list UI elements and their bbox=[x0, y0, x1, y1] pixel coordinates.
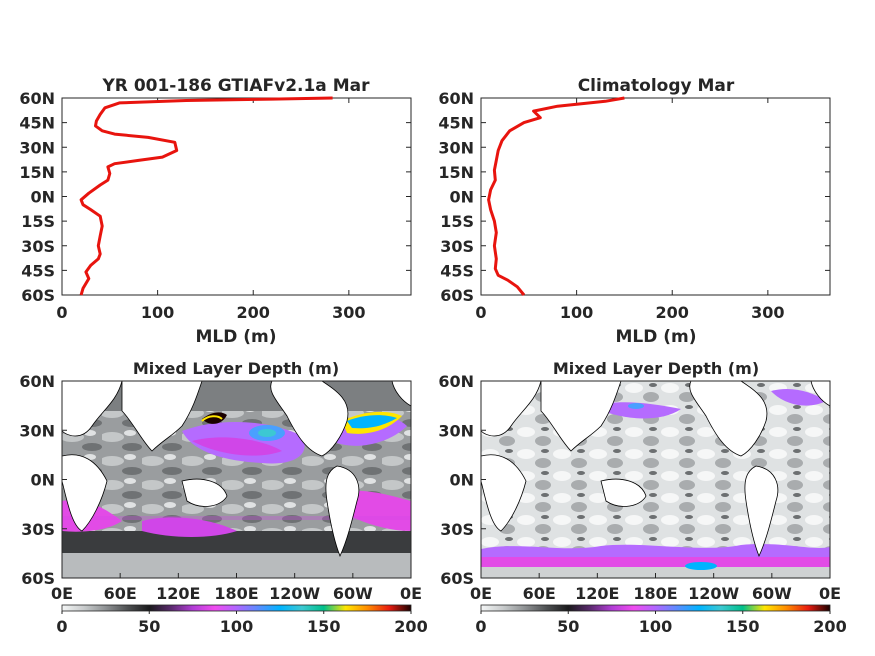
panel4-ytick-label: 30N bbox=[438, 421, 474, 440]
panel4-colorbar-label: 200 bbox=[813, 617, 846, 636]
panel2-ytick-label: 15N bbox=[438, 163, 474, 182]
panel3-xtick-label: 0E bbox=[51, 584, 73, 603]
panel2-x-ticks: 0 100 200 300 bbox=[475, 98, 785, 322]
panel4-xtick-label: 120W bbox=[688, 584, 739, 603]
panel1-title: YR 001-186 GTIAFv2.1a Mar bbox=[102, 76, 371, 96]
panel3-ytick-label: 30S bbox=[21, 520, 55, 539]
panel1-ytick-label: 0N bbox=[30, 188, 55, 207]
panel1-xtick-label: 0 bbox=[56, 303, 67, 322]
panel3-xtick-label: 0E bbox=[400, 584, 422, 603]
panel1-plot-area bbox=[61, 97, 412, 296]
panel1-mld-line bbox=[79, 96, 333, 296]
panel3-xtick-label: 120W bbox=[269, 584, 320, 603]
panel2-plot-area bbox=[480, 97, 831, 296]
panel1-xtick-label: 300 bbox=[332, 303, 365, 322]
panel3-ytick-label: 0N bbox=[30, 471, 55, 490]
panel3-colorbar-label: 50 bbox=[138, 617, 160, 636]
panel2-xlabel: MLD (m) bbox=[615, 327, 696, 347]
panel2-ytick-label: 15S bbox=[440, 212, 474, 231]
panel1-ytick-label: 60S bbox=[21, 286, 55, 305]
panel4-xtick-label: 60W bbox=[752, 584, 792, 603]
panel3-xtick-label: 60W bbox=[333, 584, 373, 603]
panel4-xtick-label: 60E bbox=[523, 584, 556, 603]
panel2-xtick-label: 100 bbox=[560, 303, 593, 322]
panel4-y-ticks: 60N 30N 0N 30S 60S bbox=[438, 372, 486, 588]
panel2-ytick-label: 60S bbox=[440, 286, 474, 305]
panel3-title: Mixed Layer Depth (m) bbox=[133, 359, 339, 378]
panel-model-map: Mixed Layer Depth (m) bbox=[19, 359, 427, 636]
panel3-colorbar-label: 100 bbox=[220, 617, 253, 636]
panel-climatology-profile: Climatology Mar 60N45N30N15N0N15S30S45S6… bbox=[438, 76, 831, 347]
panel4-x-ticks: 0E 60E 120E 180E 120W 60W 0E bbox=[470, 573, 841, 603]
panel4-xtick-label: 0E bbox=[819, 584, 841, 603]
panel3-xtick-label: 180E bbox=[214, 584, 258, 603]
panel2-xtick-label: 0 bbox=[475, 303, 486, 322]
panel4-xtick-label: 180E bbox=[633, 584, 677, 603]
panel1-y-ticks: 60N 45N 30N 15N 0N 15S 30S 45S 60S bbox=[19, 89, 411, 305]
panel4-ytick-label: 0N bbox=[449, 471, 474, 490]
panel3-map-field bbox=[62, 381, 411, 578]
panel3-x-ticks: 0E 60E 120E 180E 120W 60W 0E bbox=[51, 573, 422, 603]
panel1-x-ticks: 0 100 200 300 bbox=[56, 98, 366, 322]
panel4-colorbar: 0 50 100 150 200 bbox=[475, 604, 847, 636]
panel4-colorbar-ramp bbox=[480, 604, 831, 612]
panel3-colorbar-label: 150 bbox=[307, 617, 340, 636]
panel3-colorbar-ramp bbox=[61, 604, 412, 612]
panel4-colorbar-label: 150 bbox=[726, 617, 759, 636]
panel1-xtick-label: 100 bbox=[141, 303, 174, 322]
panel3-colorbar-label: 0 bbox=[56, 617, 67, 636]
panel3-ytick-label: 30N bbox=[19, 421, 55, 440]
panel1-ytick-label: 45S bbox=[21, 261, 55, 280]
panel2-ytick-label: 60N bbox=[438, 89, 474, 108]
panel4-xtick-label: 0E bbox=[470, 584, 492, 603]
panel3-y-ticks: 60N 30N 0N 30S 60S bbox=[19, 372, 67, 588]
panel2-ytick-label: 30S bbox=[440, 237, 474, 256]
panel4-ytick-label: 60S bbox=[440, 569, 474, 588]
panel4-ytick-label: 30S bbox=[440, 520, 474, 539]
panel1-ytick-label: 30S bbox=[21, 237, 55, 256]
panel1-ytick-label: 30N bbox=[19, 138, 55, 157]
panel3-ytick-label: 60S bbox=[21, 569, 55, 588]
panel1-ytick-label: 60N bbox=[19, 89, 55, 108]
panel2-ytick-label: 45N bbox=[438, 114, 474, 133]
panel4-colorbar-label: 0 bbox=[475, 617, 486, 636]
panel2-ytick-label: 0N bbox=[449, 188, 474, 207]
panel2-y-ticks: 60N 45N 30N 15N 0N 15S 30S 45S 60S bbox=[438, 89, 830, 305]
panel3-colorbar-label: 200 bbox=[394, 617, 427, 636]
panel1-ytick-label: 15N bbox=[19, 163, 55, 182]
panel1-ytick-label: 45N bbox=[19, 114, 55, 133]
panel4-title: Mixed Layer Depth (m) bbox=[553, 359, 759, 378]
panel4-ytick-label: 60N bbox=[438, 372, 474, 391]
panel3-xtick-label: 60E bbox=[104, 584, 137, 603]
panel1-ytick-label: 15S bbox=[21, 212, 55, 231]
panel3-colorbar: 0 50 100 150 200 bbox=[56, 604, 428, 636]
panel3-ytick-label: 60N bbox=[19, 372, 55, 391]
panel2-xtick-label: 200 bbox=[656, 303, 689, 322]
panel2-ytick-label: 45S bbox=[440, 261, 474, 280]
panel1-xlabel: MLD (m) bbox=[195, 327, 276, 347]
panel2-title: Climatology Mar bbox=[578, 76, 735, 96]
panel4-colorbar-label: 100 bbox=[639, 617, 672, 636]
panel4-xtick-label: 120E bbox=[575, 584, 619, 603]
panel-model-profile: YR 001-186 GTIAFv2.1a Mar 60N 45N 30N 15N 0N… bbox=[19, 76, 412, 347]
panel4-colorbar-label: 50 bbox=[557, 617, 579, 636]
panel2-ytick-label: 30N bbox=[438, 138, 474, 157]
panel2-mld-line bbox=[487, 96, 625, 296]
panel1-xtick-label: 200 bbox=[237, 303, 270, 322]
panel2-xtick-label: 300 bbox=[751, 303, 784, 322]
panel4-map-field bbox=[481, 381, 830, 578]
panel3-xtick-label: 120E bbox=[156, 584, 200, 603]
